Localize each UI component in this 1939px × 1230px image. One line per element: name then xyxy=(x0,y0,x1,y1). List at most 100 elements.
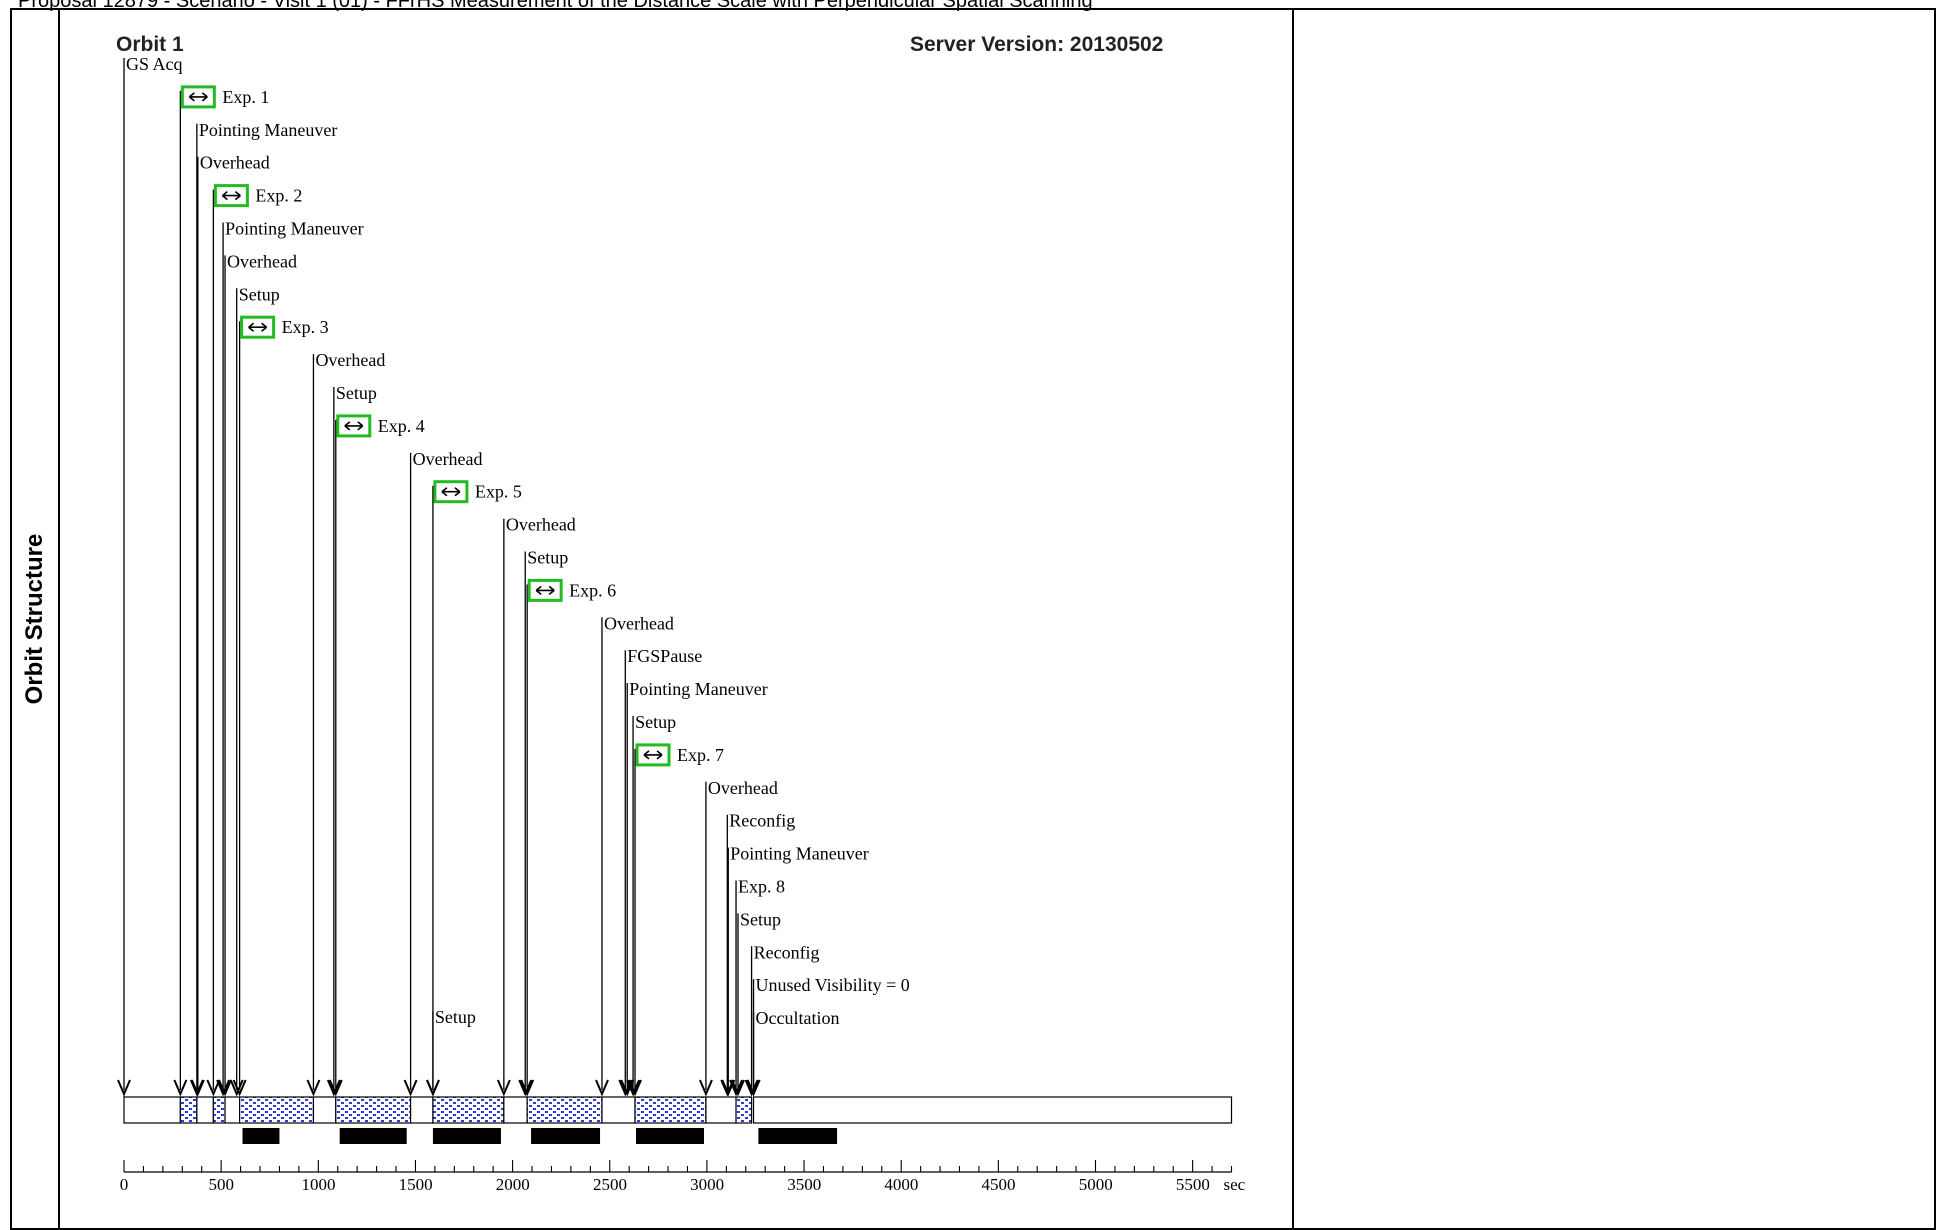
event-label: Pointing Maneuver xyxy=(199,120,337,140)
event-label: GS Acq xyxy=(126,54,183,74)
occupancy-bar xyxy=(242,1128,280,1144)
double-arrow-icon xyxy=(221,190,241,201)
arrow-head-icon xyxy=(731,1079,745,1097)
arrow-head-icon xyxy=(520,1079,535,1097)
event-label: Reconfig xyxy=(729,811,795,831)
axis-tick-label: 3500 xyxy=(787,1175,821,1194)
event-label: FGSPause xyxy=(627,646,702,666)
event-marker: Exp. 6 xyxy=(520,578,616,1097)
server-version: Server Version: 20130502 xyxy=(910,33,1163,56)
arrow-head-icon xyxy=(744,1079,759,1097)
event-marker: Setup xyxy=(518,548,568,1097)
event-label: Pointing Maneuver xyxy=(629,679,767,699)
event-label: Overhead xyxy=(227,251,297,271)
arrow-head-icon xyxy=(729,1079,743,1097)
event-marker: Overhead xyxy=(403,449,483,1097)
axis-tick-label: 2000 xyxy=(496,1175,530,1194)
event-label: Setup xyxy=(239,284,280,304)
arrow-head-icon xyxy=(626,1079,640,1097)
arrow-head-icon xyxy=(229,1079,244,1097)
event-marker: Overhead xyxy=(699,778,778,1097)
axis-tick-label: 2500 xyxy=(593,1175,627,1194)
event-marker: Overhead xyxy=(595,613,674,1097)
event-marker: Exp. 1 xyxy=(173,85,269,1097)
bars-layer xyxy=(242,1128,838,1144)
event-label: Overhead xyxy=(413,449,483,469)
axis-tick-label: 4000 xyxy=(884,1175,918,1194)
event-label: Setup xyxy=(635,712,676,732)
event-marker: Exp. 7 xyxy=(628,743,724,1097)
timeline-segment xyxy=(312,1096,337,1124)
arrow-head-icon xyxy=(328,1079,343,1097)
event-marker: Reconfig xyxy=(744,942,820,1097)
occupancy-bar xyxy=(635,1128,704,1144)
event-label: Exp. 8 xyxy=(738,877,785,897)
event-marker: Exp. 4 xyxy=(328,414,425,1097)
event-label: Overhead xyxy=(506,515,576,535)
arrow-head-icon xyxy=(190,1079,205,1097)
event-label: Pointing Maneuver xyxy=(730,844,868,864)
axis-layer: 0 500 1000 1500 2000 2500 3000 3500 4000 4500 5000… xyxy=(120,1160,1246,1194)
event-marker: Pointing Maneuver xyxy=(216,219,364,1097)
arrow-head-icon xyxy=(306,1079,321,1097)
double-arrow-icon xyxy=(344,421,364,431)
occupancy-bar xyxy=(531,1128,601,1144)
timeline-segment xyxy=(752,1096,1233,1124)
event-label: Unused Visibility = 0 xyxy=(756,975,910,995)
double-arrow-icon xyxy=(188,92,208,102)
column-divider-left xyxy=(58,8,60,1230)
double-arrow-icon xyxy=(535,585,555,596)
event-label: Setup xyxy=(336,383,377,403)
arrow-head-icon xyxy=(496,1079,511,1097)
timeline-segment xyxy=(196,1096,214,1124)
axis-unit-label: sec xyxy=(1224,1175,1246,1194)
event-label: Exp. 2 xyxy=(255,186,302,206)
arrow-head-icon xyxy=(595,1079,609,1097)
timeline-segment xyxy=(601,1096,636,1124)
timeline-layer xyxy=(123,1091,1233,1124)
timeline-segment-exposure xyxy=(239,1096,315,1124)
timeline-segment-exposure xyxy=(634,1096,707,1124)
event-label: Overhead xyxy=(708,778,778,798)
axis-tick-label: 5500 xyxy=(1176,1175,1210,1194)
event-marker: Overhead xyxy=(496,515,576,1097)
event-marker: Setup xyxy=(626,712,676,1097)
timeline-segment-exposure xyxy=(335,1096,412,1124)
event-label: Overhead xyxy=(200,153,270,173)
timeline-segment-exposure xyxy=(432,1096,505,1124)
arrow-head-icon xyxy=(628,1079,642,1097)
event-marker: Exp. 8 xyxy=(729,877,785,1097)
arrow-head-icon xyxy=(746,1079,761,1097)
timeline-segment-exposure xyxy=(212,1096,226,1124)
arrow-head-icon xyxy=(218,1079,232,1097)
event-marker: GS Acq xyxy=(117,54,183,1097)
arrow-head-icon xyxy=(326,1079,341,1097)
timeline-segment xyxy=(705,1096,737,1124)
event-marker: Overhead xyxy=(306,350,385,1097)
timeline-segment xyxy=(123,1096,181,1124)
timeline-segment-exposure xyxy=(179,1096,198,1124)
axis-tick-label: 1000 xyxy=(302,1175,336,1194)
timeline-segment-exposure xyxy=(735,1096,753,1124)
event-marker: Exp. 2 xyxy=(206,184,302,1097)
event-marker: Setup xyxy=(426,1007,476,1097)
arrow-head-icon xyxy=(403,1079,418,1097)
event-marker: Occultation xyxy=(746,1008,840,1097)
occupancy-bar xyxy=(339,1128,407,1144)
event-label: Setup xyxy=(435,1007,476,1027)
arrow-head-icon xyxy=(216,1079,231,1097)
orbit-title: Orbit 1 xyxy=(116,33,184,56)
event-label: Exp. 6 xyxy=(569,580,616,600)
occupancy-bar xyxy=(758,1128,838,1144)
timeline-segment xyxy=(224,1096,241,1124)
event-label: Setup xyxy=(527,548,568,568)
axis-tick-label: 1500 xyxy=(399,1175,433,1194)
event-marker: Setup xyxy=(326,383,377,1097)
arrow-head-icon xyxy=(518,1079,533,1097)
event-label: Overhead xyxy=(315,350,385,370)
event-label: Pointing Maneuver xyxy=(225,219,363,239)
event-label: Overhead xyxy=(604,613,674,633)
event-marker: Exp. 3 xyxy=(232,315,329,1097)
event-marker: Exp. 5 xyxy=(426,480,522,1097)
